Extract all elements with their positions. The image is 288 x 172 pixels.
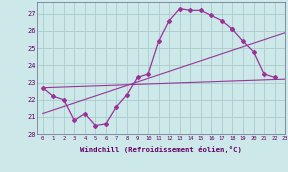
X-axis label: Windchill (Refroidissement éolien,°C): Windchill (Refroidissement éolien,°C) (80, 146, 242, 153)
